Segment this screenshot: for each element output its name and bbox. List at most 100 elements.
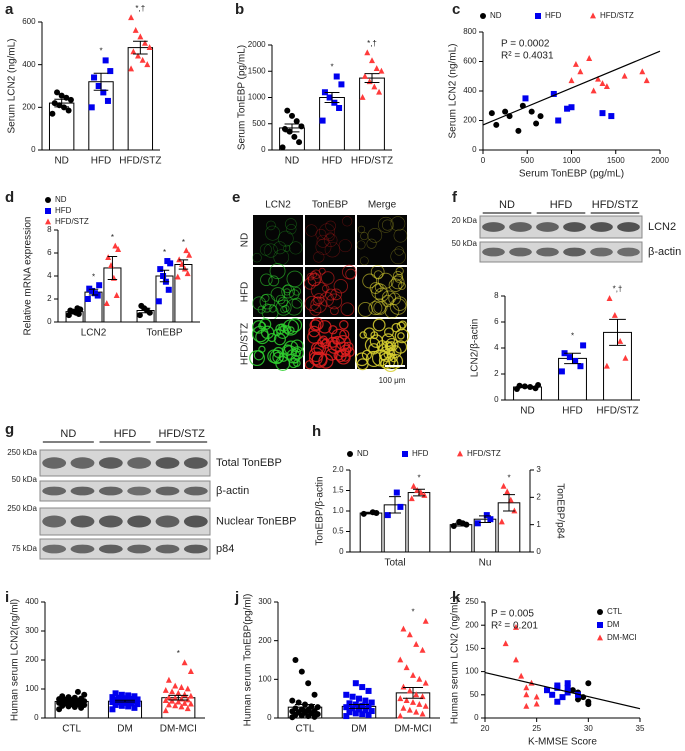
- data-point: [580, 342, 587, 349]
- data-point: [128, 700, 135, 707]
- y-tick-label: 600: [22, 17, 36, 26]
- x-tick-label: Total: [384, 558, 405, 569]
- panel-letter: k: [452, 589, 461, 606]
- error-bar: [455, 522, 467, 527]
- cell-outline: [357, 302, 373, 317]
- y-tick-label: 0: [494, 395, 499, 404]
- data-point: [100, 89, 107, 96]
- data-point: [292, 657, 299, 663]
- stat-note: P = 0.005: [491, 609, 534, 620]
- data-point: [157, 266, 164, 273]
- legend-marker: [45, 197, 51, 203]
- y-tick-label: 2: [47, 294, 52, 303]
- legend-marker: [480, 13, 486, 19]
- y-tick-label: 0: [261, 145, 266, 154]
- data-point: [184, 270, 191, 277]
- fit-line: [482, 50, 661, 126]
- y-tick-label: 1: [536, 520, 541, 529]
- error-bar: [364, 73, 380, 84]
- data-point: [162, 697, 169, 703]
- data-point: [564, 689, 571, 696]
- data-point: [112, 690, 119, 697]
- data-point: [74, 688, 81, 695]
- y-tick-label: 50: [470, 690, 479, 699]
- data-point: [365, 687, 372, 694]
- cell-outline: [325, 348, 338, 361]
- cell-outline: [266, 220, 276, 231]
- data-point: [359, 684, 366, 691]
- band: [155, 544, 180, 554]
- data-point: [65, 312, 72, 319]
- data-point: [160, 273, 167, 279]
- x-tick-label: ND: [285, 156, 299, 167]
- data-point: [371, 83, 378, 90]
- cell-outline: [345, 268, 357, 280]
- bar: [359, 512, 383, 553]
- data-point: [397, 695, 404, 702]
- data-point: [359, 702, 366, 709]
- band: [127, 457, 152, 469]
- data-point: [165, 286, 172, 293]
- y-tick-label: 1000: [248, 93, 266, 102]
- data-point: [289, 697, 296, 704]
- data-point: [181, 659, 188, 666]
- cell-outline: [339, 329, 350, 340]
- cell-outline: [311, 269, 321, 280]
- cell-outline: [286, 326, 295, 335]
- y-tick-label: 2: [536, 492, 541, 501]
- x-tick-label: HFD: [91, 156, 112, 167]
- error-bar: [284, 123, 300, 133]
- data-point: [162, 707, 169, 714]
- data-point: [410, 699, 416, 705]
- data-point: [181, 700, 188, 706]
- data-point: [112, 701, 119, 708]
- cell-outline: [275, 294, 286, 305]
- band: [98, 544, 123, 554]
- y-tick-label: 300: [258, 597, 272, 606]
- data-point: [406, 687, 413, 694]
- error-bar: [93, 72, 109, 91]
- legend-label: DM: [607, 620, 620, 629]
- x-tick-label: DM: [351, 724, 367, 735]
- data-point: [105, 254, 112, 260]
- legend-label: HFD: [545, 11, 562, 20]
- data-point: [346, 709, 353, 716]
- cell-outline: [313, 251, 325, 263]
- significance: *: [330, 63, 333, 72]
- error-bar: [88, 288, 99, 296]
- data-point: [533, 700, 540, 707]
- column-label: HFD: [114, 428, 137, 440]
- cell-outline: [263, 243, 278, 258]
- cell-outline: [377, 216, 394, 233]
- cell-outline: [388, 353, 404, 369]
- error-bar: [324, 92, 340, 103]
- data-point: [349, 693, 356, 700]
- data-point: [564, 105, 571, 112]
- micrograph: [305, 215, 355, 265]
- column-label: HFD: [550, 199, 573, 211]
- cell-outline: [370, 264, 385, 279]
- panel-letter: a: [5, 1, 14, 18]
- band: [590, 222, 613, 232]
- x-tick-label: 2000: [651, 156, 669, 165]
- legend-label: CTL: [607, 607, 623, 616]
- data-point: [134, 696, 141, 703]
- data-point: [118, 702, 125, 709]
- y-tick-label: 200: [465, 620, 479, 629]
- band: [42, 457, 67, 469]
- data-point: [527, 384, 534, 390]
- band: [183, 544, 208, 554]
- data-point: [590, 87, 597, 94]
- band: [70, 457, 95, 469]
- y-tick-label: 1.0: [332, 506, 344, 515]
- y-tick-label: 250: [465, 597, 479, 606]
- data-point: [165, 694, 172, 701]
- panel-letter: e: [232, 189, 240, 206]
- data-point: [59, 693, 66, 700]
- data-point: [533, 693, 540, 700]
- data-point: [187, 692, 194, 699]
- data-point: [187, 668, 194, 674]
- y-tick-label: 1500: [248, 66, 266, 75]
- error-bar: [69, 310, 80, 314]
- data-point: [518, 672, 525, 679]
